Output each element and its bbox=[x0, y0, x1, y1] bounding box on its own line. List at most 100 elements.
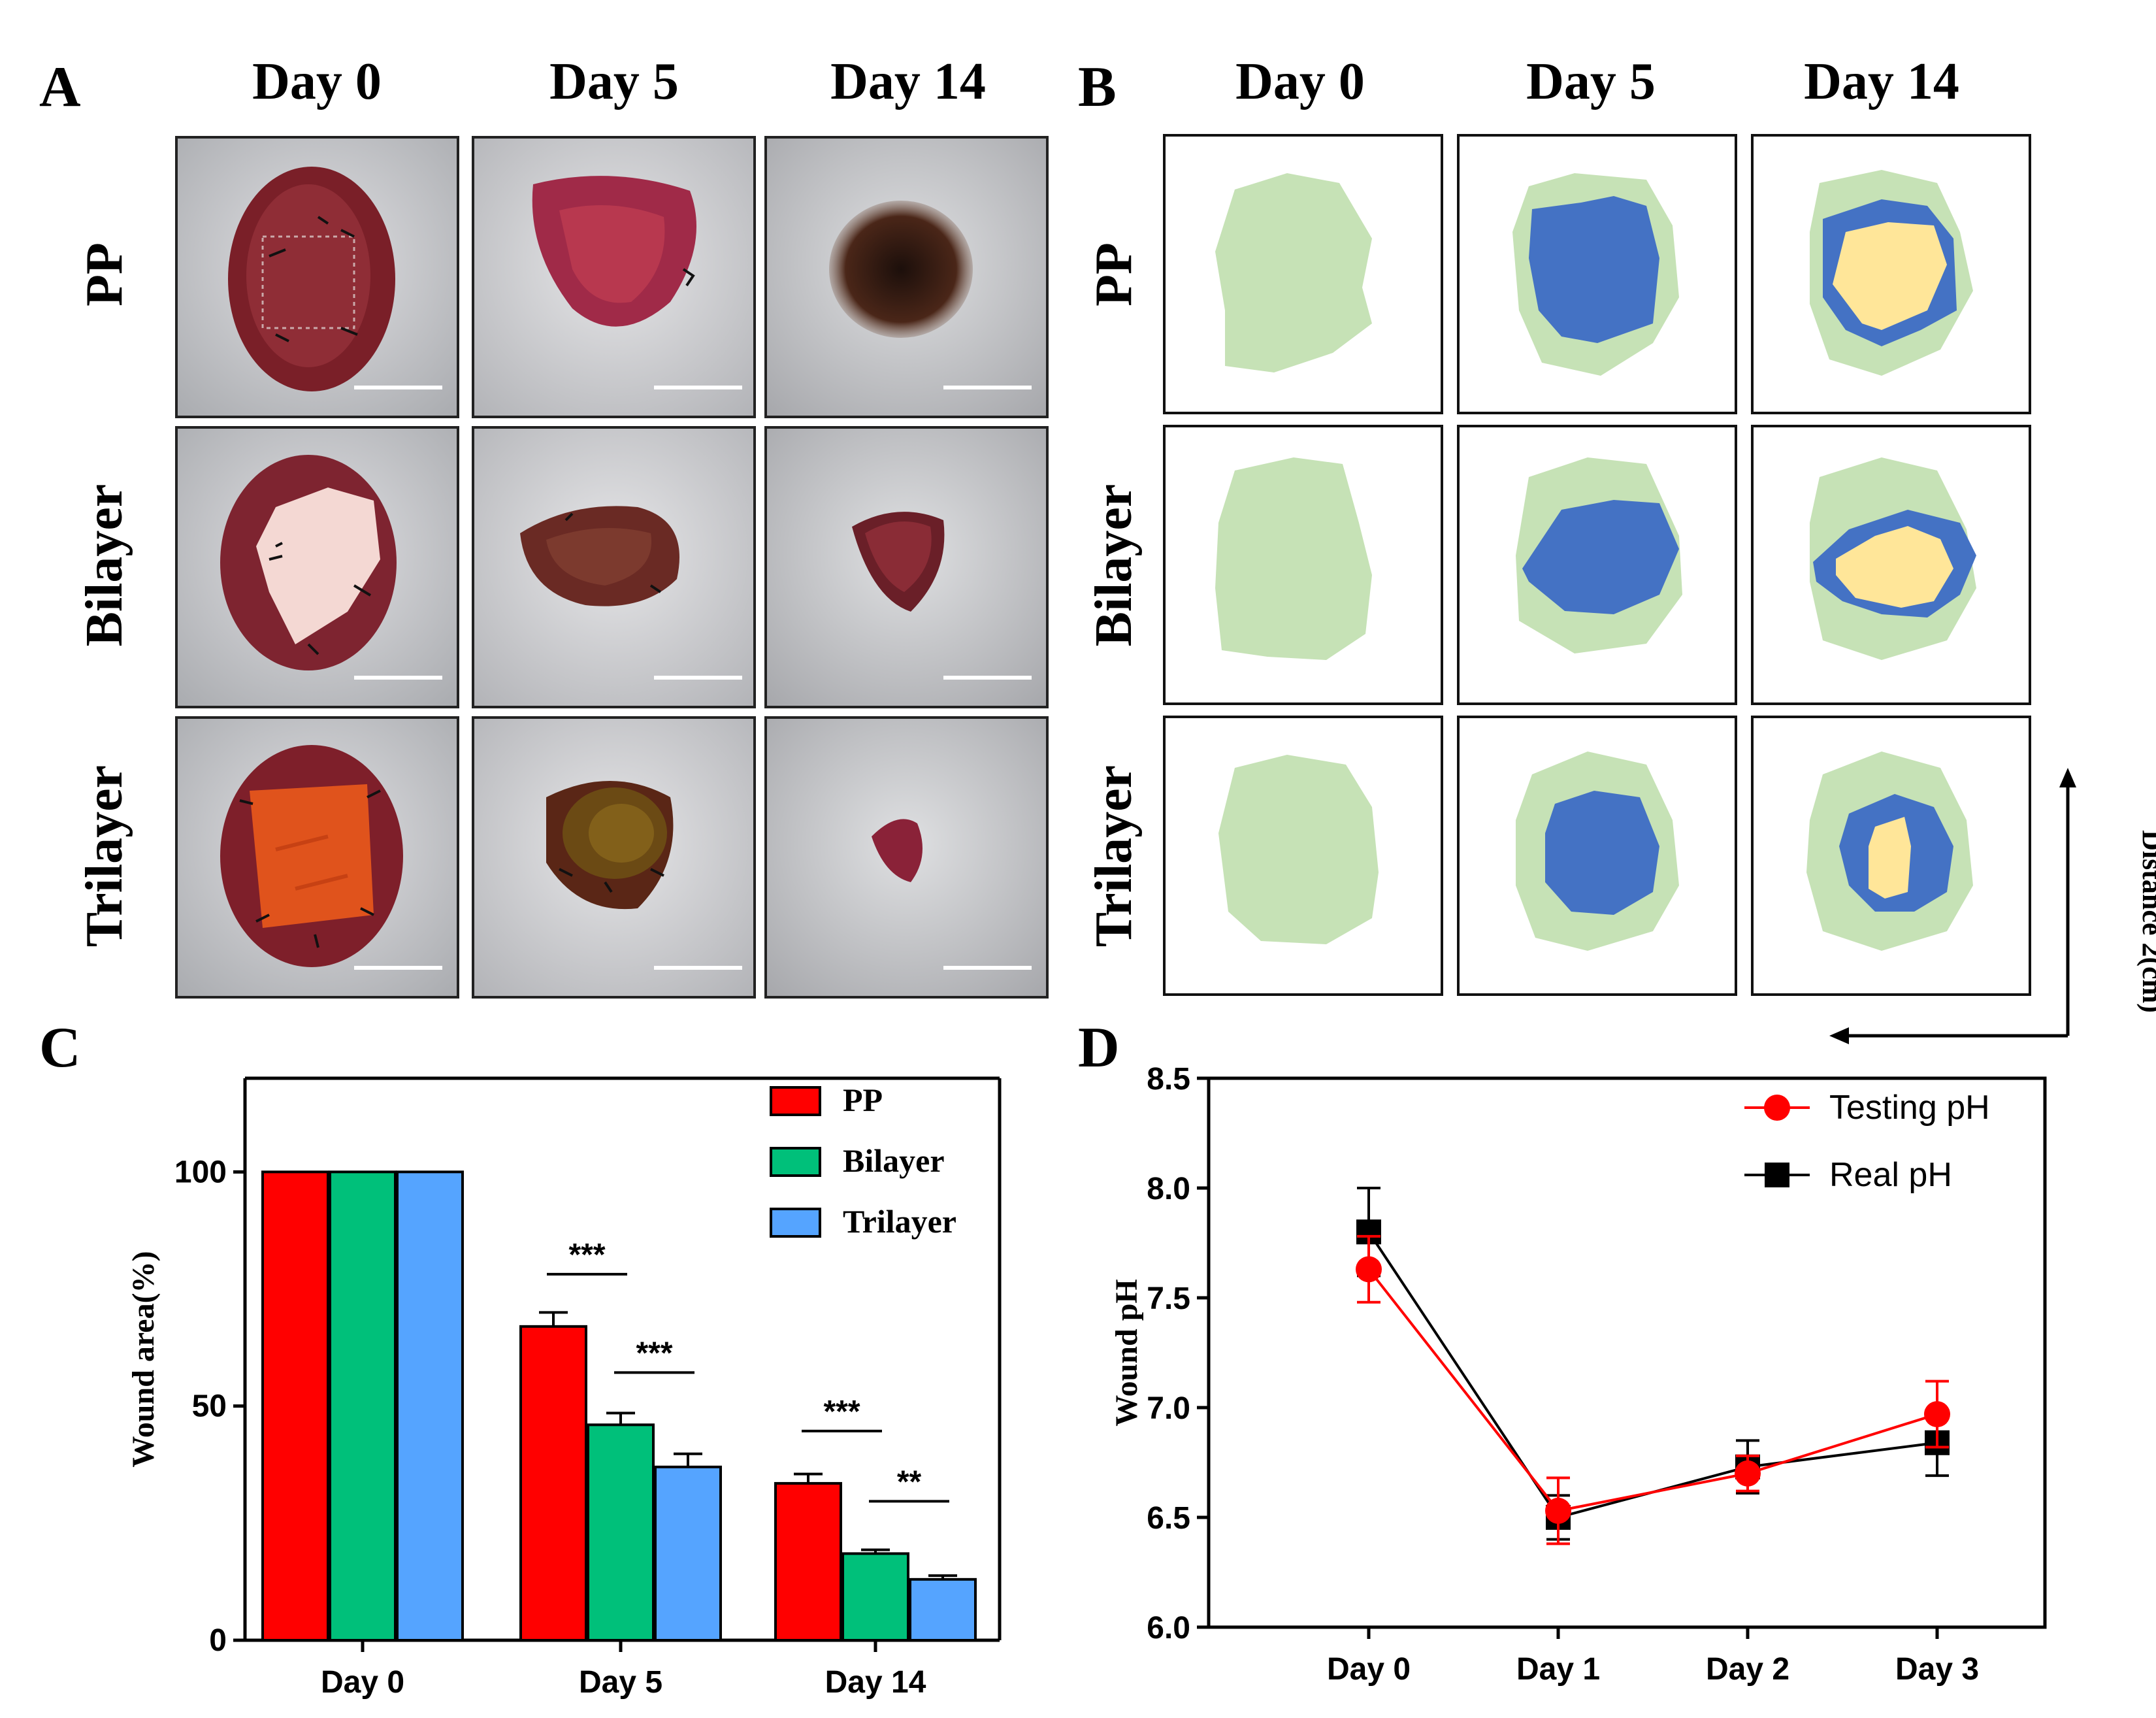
bar-bilayer-day0 bbox=[329, 1170, 397, 1642]
plot-frame bbox=[1207, 1076, 2047, 1629]
bilayer-dressing bbox=[256, 487, 380, 644]
significance-label: *** bbox=[823, 1395, 860, 1429]
x-tick-label: Day 3 bbox=[1895, 1652, 1979, 1687]
schematic-bilayer-day14 bbox=[1751, 425, 2031, 705]
legend-label-testing-ph: Testing pH bbox=[1829, 1089, 1990, 1127]
y-tick-label: 50 bbox=[192, 1389, 227, 1424]
distance-arrow bbox=[1829, 768, 2076, 1044]
legend-swatch-bilayer bbox=[770, 1147, 821, 1177]
scale-bar bbox=[354, 386, 442, 389]
panel-a-row-bilayer: Bilayer bbox=[76, 484, 133, 647]
scale-bar bbox=[943, 676, 1032, 680]
scab-area bbox=[829, 201, 973, 338]
x-tick-label: Day 2 bbox=[1706, 1652, 1789, 1687]
schematic-trilayer-day14 bbox=[1751, 716, 2031, 996]
schematic-trilayer-day5 bbox=[1457, 716, 1737, 996]
photo-bilayer-day0 bbox=[175, 426, 459, 708]
y-tick-label: 0 bbox=[209, 1623, 227, 1658]
photo-pp-day0 bbox=[175, 136, 459, 418]
series-line-testing-ph bbox=[1367, 1268, 1938, 1513]
bar-trilayer-day5 bbox=[654, 1465, 722, 1642]
panel-b-schematics bbox=[1163, 134, 2031, 996]
scale-bar bbox=[654, 386, 742, 389]
panel-a-row-trilayer: Trilayer bbox=[76, 765, 133, 948]
wound-area bbox=[872, 819, 923, 882]
y-tick-label: 7.0 bbox=[1147, 1391, 1190, 1426]
bar-trilayer-day14 bbox=[909, 1578, 977, 1642]
scale-bar bbox=[943, 386, 1032, 389]
y-tick-label: 100 bbox=[174, 1155, 227, 1189]
x-tick-label: Day 1 bbox=[1516, 1652, 1600, 1687]
schematic-bilayer-day0 bbox=[1163, 425, 1443, 705]
photo-trilayer-day14 bbox=[764, 716, 1049, 999]
schematic-trilayer-day0 bbox=[1163, 716, 1443, 996]
legend-label-trilayer: Trilayer bbox=[843, 1203, 956, 1240]
schematic-pp-day0 bbox=[1163, 134, 1443, 414]
significance-label: *** bbox=[568, 1238, 605, 1272]
panel-label-c: C bbox=[39, 1016, 81, 1080]
bar-pp-day0 bbox=[261, 1170, 329, 1642]
panel-a-col-day0: Day 0 bbox=[252, 53, 382, 110]
photo-pp-day5 bbox=[472, 136, 756, 418]
y-tick-label: 7.5 bbox=[1147, 1281, 1190, 1316]
photo-pp-day14 bbox=[764, 136, 1049, 418]
panel-label-d: D bbox=[1078, 1016, 1120, 1080]
bar-trilayer-day0 bbox=[396, 1170, 464, 1642]
legend-marker-real-ph bbox=[1765, 1163, 1789, 1187]
bar-pp-day5 bbox=[519, 1325, 587, 1642]
trilayer-dressing bbox=[250, 784, 374, 928]
panel-a-col-day5: Day 5 bbox=[549, 53, 679, 110]
y-tick-label: 6.0 bbox=[1147, 1611, 1190, 1645]
schematic-pp-day5 bbox=[1457, 134, 1737, 414]
y-axis-label: Wound area(%) bbox=[126, 1251, 161, 1467]
panel-a-row-pp: PP bbox=[76, 242, 133, 306]
schematic-bilayer-day5 bbox=[1457, 425, 1737, 705]
legend-label-real-ph: Real pH bbox=[1829, 1156, 1952, 1194]
bar-bilayer-day14 bbox=[841, 1552, 909, 1642]
panel-b-col-day0: Day 0 bbox=[1235, 53, 1365, 110]
scale-bar bbox=[654, 676, 742, 680]
legend-marker-testing-ph bbox=[1764, 1095, 1790, 1121]
photo-trilayer-day0 bbox=[175, 716, 459, 999]
data-point-testing-ph bbox=[1735, 1460, 1761, 1487]
significance-label: ** bbox=[897, 1464, 922, 1499]
data-point-testing-ph bbox=[1545, 1497, 1571, 1524]
significance-label: *** bbox=[636, 1336, 672, 1370]
data-point-testing-ph bbox=[1924, 1401, 1950, 1428]
bar-bilayer-day5 bbox=[587, 1423, 655, 1642]
panel-b-col-day14: Day 14 bbox=[1804, 53, 1959, 110]
series-line-real-ph bbox=[1367, 1231, 1938, 1519]
y-tick-label: 8.5 bbox=[1147, 1062, 1190, 1097]
y-axis-label: Wound pH bbox=[1109, 1279, 1144, 1426]
data-point-testing-ph bbox=[1356, 1256, 1382, 1283]
scale-bar bbox=[943, 966, 1032, 970]
scale-bar bbox=[654, 966, 742, 970]
panel-b-row-pp: PP bbox=[1085, 242, 1143, 306]
y-tick-label: 6.5 bbox=[1147, 1501, 1190, 1536]
x-tick-label: Day 14 bbox=[825, 1665, 926, 1700]
photo-bilayer-day14 bbox=[764, 426, 1049, 708]
x-tick-label: Day 0 bbox=[1327, 1652, 1411, 1687]
scale-bar bbox=[354, 966, 442, 970]
distance-label: Distance 2(cm) bbox=[2136, 830, 2156, 1013]
photo-bilayer-day5 bbox=[472, 426, 756, 708]
scale-bar bbox=[354, 676, 442, 680]
bar-pp-day14 bbox=[774, 1481, 842, 1642]
legend-label-bilayer: Bilayer bbox=[843, 1142, 945, 1179]
panel-label-a: A bbox=[39, 56, 81, 119]
panel-a-col-day14: Day 14 bbox=[830, 53, 986, 110]
legend-swatch-trilayer bbox=[770, 1208, 821, 1238]
photo-trilayer-day5 bbox=[472, 716, 756, 999]
y-tick-label: 8.0 bbox=[1147, 1172, 1190, 1206]
legend-swatch-pp bbox=[770, 1086, 821, 1116]
x-tick-label: Day 0 bbox=[321, 1665, 404, 1700]
panel-b-row-bilayer: Bilayer bbox=[1085, 484, 1143, 647]
panel-b-row-trilayer: Trilayer bbox=[1085, 765, 1143, 948]
panel-b-col-day5: Day 5 bbox=[1526, 53, 1656, 110]
panel-label-b: B bbox=[1078, 56, 1117, 119]
legend-label-pp: PP bbox=[843, 1082, 883, 1118]
x-tick-label: Day 5 bbox=[579, 1665, 662, 1700]
chart-wound-ph: 6.0 6.5 7.0 7.5 8.0 8.5 Wound pH Day 0 Day 1 Day … bbox=[1109, 1062, 2047, 1687]
schematic-pp-day14 bbox=[1751, 134, 2031, 414]
